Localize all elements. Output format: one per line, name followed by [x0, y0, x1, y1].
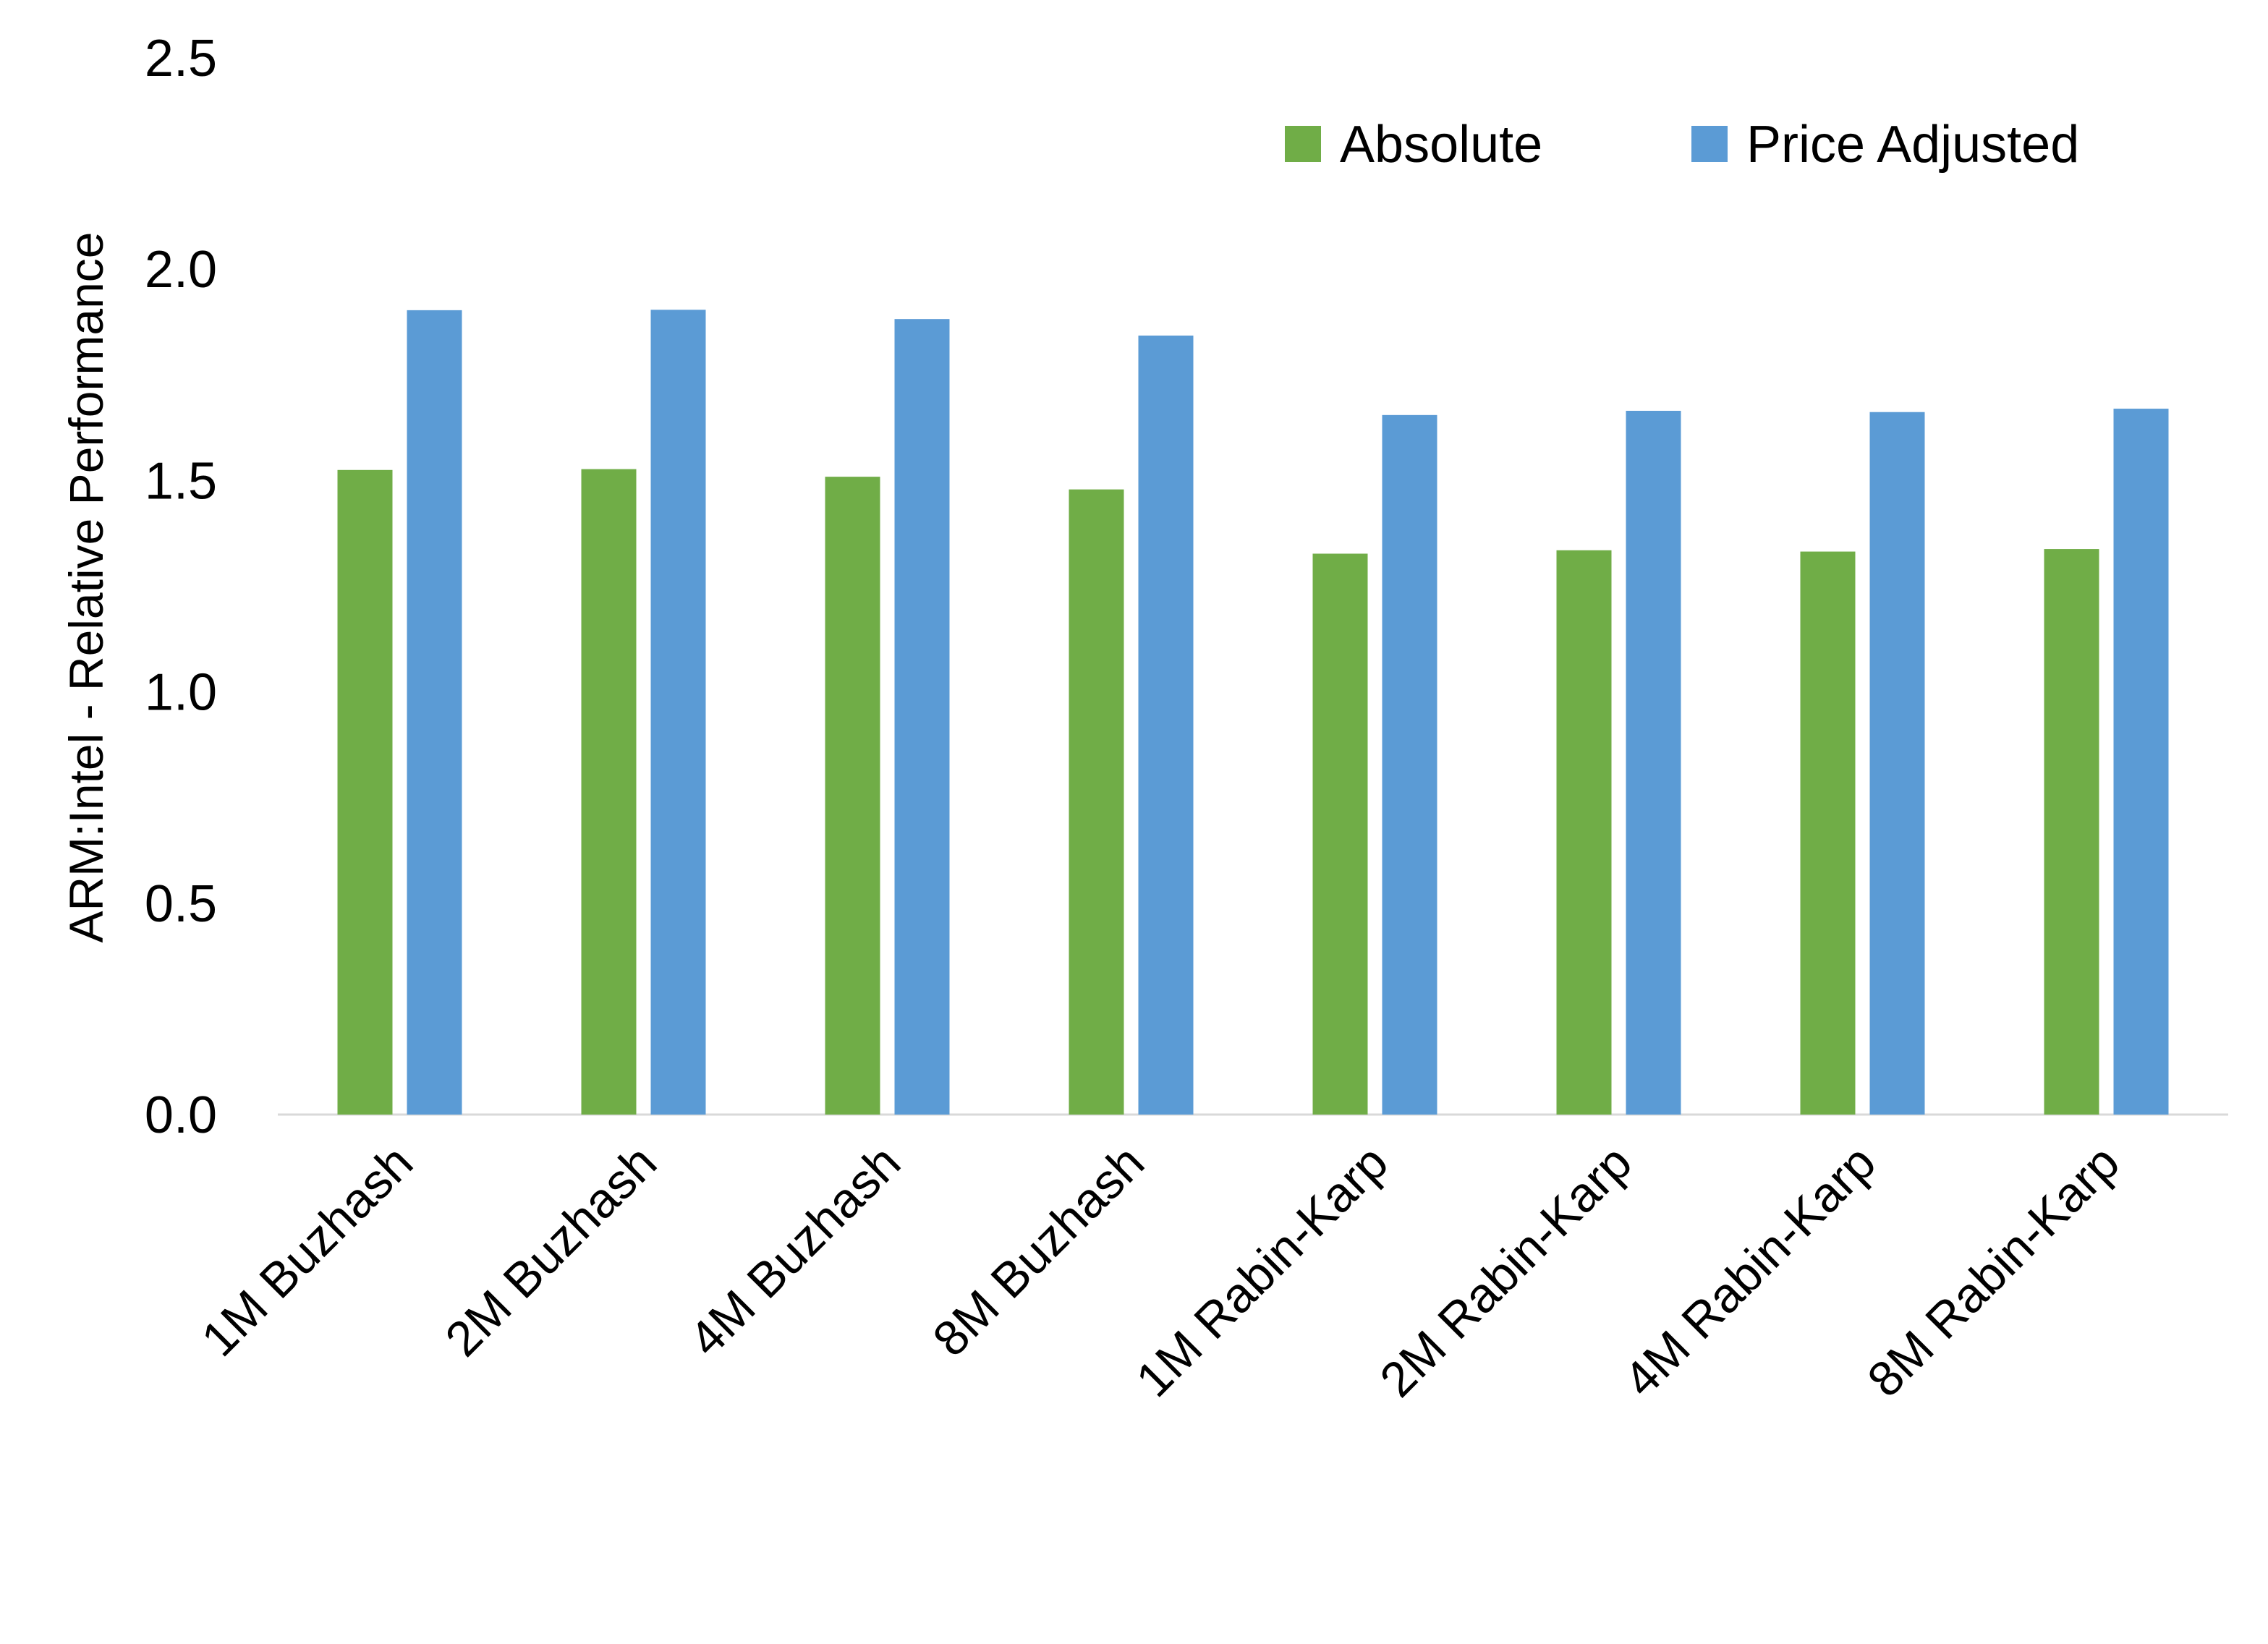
legend-swatch-price-adjusted: [1691, 126, 1728, 162]
y-tick-label: 2.0: [145, 241, 217, 299]
bar-price-adjusted: [1382, 414, 1437, 1115]
y-tick-label: 1.0: [145, 664, 217, 722]
bar-absolute: [1069, 489, 1124, 1115]
y-tick-label: 0.5: [145, 875, 217, 933]
x-tick-label: 2M Rabin-Karp: [1369, 1135, 1642, 1407]
y-tick-label: 0.0: [145, 1086, 217, 1144]
bar-price-adjusted: [894, 319, 950, 1115]
x-tick-label: 8M Buzhash: [922, 1135, 1155, 1367]
bar-price-adjusted: [650, 310, 706, 1115]
x-tick-label: 8M Rabin-Karp: [1857, 1135, 2130, 1407]
bar-absolute: [1800, 551, 1856, 1115]
legend-label-absolute: Absolute: [1340, 116, 1542, 174]
y-tick-label: 1.5: [145, 452, 217, 510]
bar-price-adjusted: [2113, 409, 2169, 1115]
x-tick-label: 1M Rabin-Karp: [1126, 1135, 1398, 1407]
legend: Absolute Price Adjusted: [1285, 116, 2079, 174]
bar-absolute: [1556, 550, 1612, 1115]
y-axis-label: ARM:Intel - Relative Performance: [59, 231, 113, 942]
y-tick-label: 2.5: [145, 30, 217, 88]
x-tick-label: 2M Buzhash: [435, 1135, 667, 1367]
bar-absolute: [1312, 553, 1368, 1115]
bar-absolute: [2044, 549, 2099, 1115]
x-tick-label: 4M Rabin-Karp: [1613, 1135, 1886, 1407]
legend-swatch-absolute: [1285, 126, 1321, 162]
bar-price-adjusted: [1138, 335, 1194, 1115]
bar-price-adjusted: [1869, 412, 1925, 1115]
bar-absolute: [337, 469, 393, 1115]
bar-price-adjusted: [1626, 410, 1681, 1115]
bar-absolute: [581, 469, 637, 1115]
bar-price-adjusted: [407, 310, 462, 1115]
legend-label-price-adjusted: Price Adjusted: [1746, 116, 2079, 174]
x-tick-label: 4M Buzhash: [679, 1135, 911, 1367]
bar-absolute: [825, 477, 880, 1115]
x-tick-label: 1M Buzhash: [191, 1135, 423, 1367]
